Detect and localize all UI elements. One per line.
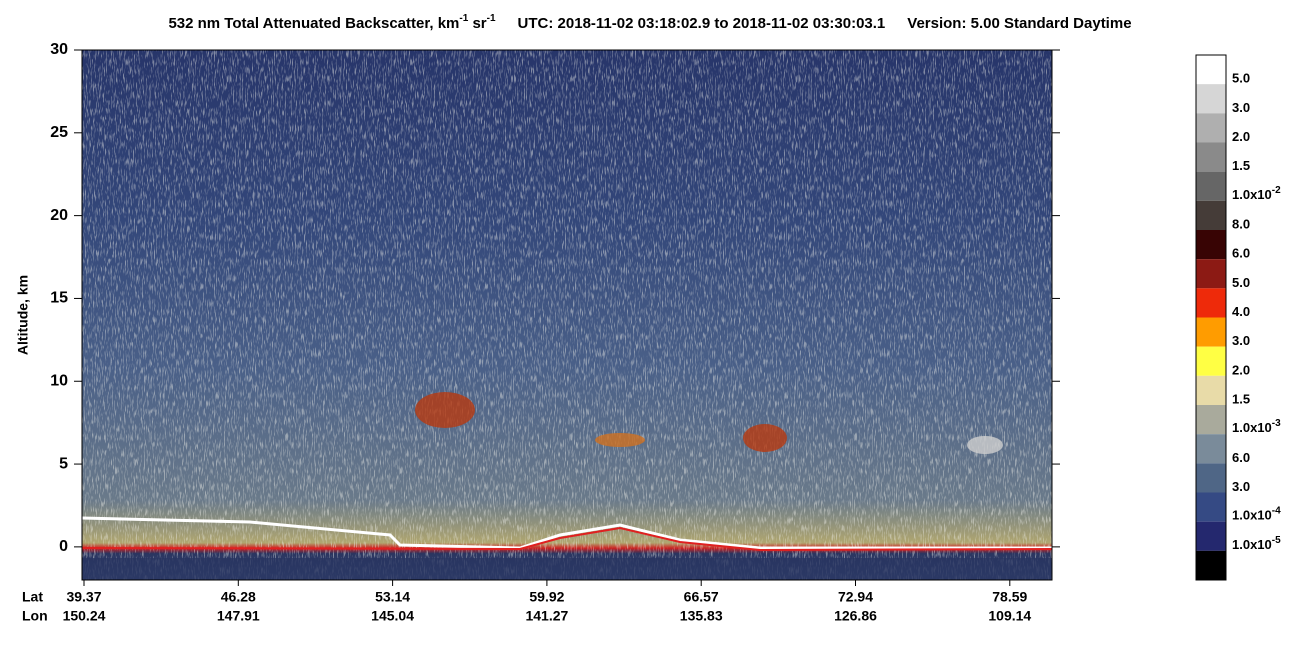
title-version: Version: 5.00 Standard Daytime bbox=[907, 15, 1131, 32]
colorbar-label: 2.0 bbox=[1232, 129, 1250, 144]
colorbar-label: 5.0 bbox=[1232, 275, 1250, 290]
colorbar-label: 6.0 bbox=[1232, 450, 1250, 465]
colorbar-swatch bbox=[1196, 55, 1226, 85]
colorbar-swatch bbox=[1196, 84, 1226, 114]
ground bbox=[82, 558, 1052, 580]
y-axis-label: Altitude, km bbox=[15, 275, 31, 355]
lat-label: 53.14 bbox=[375, 589, 410, 605]
colorbar-swatch bbox=[1196, 317, 1226, 347]
noise-texture bbox=[82, 50, 1052, 580]
lon-label: 109.14 bbox=[988, 608, 1031, 624]
y-tick-label: 20 bbox=[50, 207, 68, 224]
colorbar-label: 6.0 bbox=[1232, 246, 1250, 261]
lat-label: 46.28 bbox=[221, 589, 256, 605]
title-sup: -1 bbox=[487, 13, 496, 24]
colorbar-swatch bbox=[1196, 463, 1226, 493]
colorbar-label: 1.0x10-5 bbox=[1232, 534, 1281, 552]
colorbar-label: 3.0 bbox=[1232, 479, 1250, 494]
y-tick-label: 15 bbox=[50, 290, 68, 307]
lat-label: 66.57 bbox=[684, 589, 719, 605]
surface-line bbox=[81, 526, 1053, 552]
colorbar-label: 5.0 bbox=[1232, 71, 1250, 86]
colorbar-swatch bbox=[1196, 142, 1226, 172]
colorbar-label-text: 1.0x10 bbox=[1232, 421, 1272, 436]
y-tick-label: 10 bbox=[50, 372, 68, 389]
lon-label: 147.91 bbox=[217, 608, 260, 624]
cloud bbox=[743, 424, 787, 452]
lon-label: 141.27 bbox=[525, 608, 568, 624]
colorbar-label: 2.0 bbox=[1232, 362, 1250, 377]
lon-row-label: Lon bbox=[22, 608, 48, 624]
lat-label: 59.92 bbox=[529, 589, 564, 605]
y-tick-label: 30 bbox=[50, 41, 68, 58]
colorbar-label: 1.5 bbox=[1232, 158, 1250, 173]
colorbar-swatch bbox=[1196, 521, 1226, 551]
colorbar-swatch bbox=[1196, 200, 1226, 230]
colorbar-swatch bbox=[1196, 405, 1226, 435]
colorbar-label: 1.5 bbox=[1232, 391, 1250, 406]
colorbar-label: 1.0x10-3 bbox=[1232, 418, 1281, 436]
lat-label: 78.59 bbox=[992, 589, 1027, 605]
colorbar-label-sup: -3 bbox=[1272, 418, 1281, 429]
title-text: 532 nm Total Attenuated Backscatter, km bbox=[168, 15, 459, 32]
colorbar-label: 1.0x10-4 bbox=[1232, 505, 1281, 523]
colorbar-swatch bbox=[1196, 259, 1226, 289]
lon-label: 150.24 bbox=[63, 608, 106, 624]
surface-return bbox=[81, 516, 1052, 550]
chart-title: 532 nm Total Attenuated Backscatter, km-… bbox=[168, 13, 1131, 32]
y-tick-label: 5 bbox=[59, 455, 68, 472]
y-tick-label: 25 bbox=[50, 124, 68, 141]
cloud bbox=[415, 392, 475, 428]
colorbar-swatch bbox=[1196, 288, 1226, 318]
colorbar-swatch bbox=[1196, 434, 1226, 464]
colorbar-swatch bbox=[1196, 171, 1226, 201]
lon-label: 126.86 bbox=[834, 608, 877, 624]
title-sup: -1 bbox=[459, 13, 468, 24]
colorbar-swatch bbox=[1196, 113, 1226, 143]
colorbar-swatch bbox=[1196, 346, 1226, 376]
cloud bbox=[595, 433, 645, 447]
lat-label: 39.37 bbox=[66, 589, 101, 605]
lon-label: 145.04 bbox=[371, 608, 414, 624]
colorbar-label: 8.0 bbox=[1232, 216, 1250, 231]
plot-area bbox=[81, 49, 1053, 581]
title-text: sr bbox=[468, 15, 487, 32]
plot-frame bbox=[81, 49, 1053, 581]
colorbar-swatch bbox=[1196, 375, 1226, 405]
colorbar-frame bbox=[1195, 54, 1227, 581]
colorbar-label: 4.0 bbox=[1232, 304, 1250, 319]
y-tick-label: 0 bbox=[59, 538, 68, 555]
colorbar-label: 3.0 bbox=[1232, 333, 1250, 348]
colorbar-label-text: 1.0x10 bbox=[1232, 537, 1272, 552]
colorbar-label-sup: -2 bbox=[1272, 184, 1281, 195]
colorbar-label-sup: -5 bbox=[1272, 534, 1281, 545]
colorbar-label: 3.0 bbox=[1232, 100, 1250, 115]
colorbar-label-sup: -4 bbox=[1272, 505, 1281, 516]
cloud bbox=[967, 436, 1003, 454]
colorbar-label-text: 1.0x10 bbox=[1232, 508, 1272, 523]
colorbar-label-text: 1.0x10 bbox=[1232, 187, 1272, 202]
lat-row-label: Lat bbox=[22, 589, 43, 605]
colorbar-label: 1.0x10-2 bbox=[1232, 184, 1281, 202]
title-utc: UTC: 2018-11-02 03:18:02.9 to 2018-11-02… bbox=[518, 15, 886, 32]
lat-label: 72.94 bbox=[838, 589, 873, 605]
colorbar-swatch bbox=[1196, 492, 1226, 522]
colorbar-swatch bbox=[1196, 550, 1226, 580]
lon-label: 135.83 bbox=[680, 608, 723, 624]
colorbar-swatch bbox=[1196, 230, 1226, 260]
